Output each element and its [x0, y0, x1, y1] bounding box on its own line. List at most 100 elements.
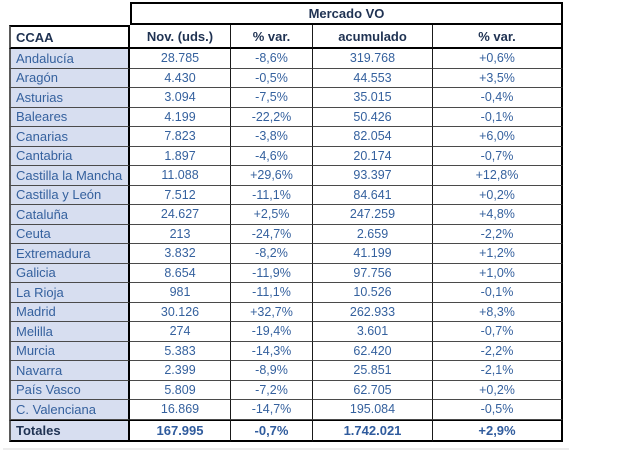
- table-row: Castilla la Mancha 11.088 +29,6% 93.397 …: [9, 166, 563, 186]
- var2-cell: +1,2%: [433, 244, 563, 264]
- acumulado-cell: 82.054: [313, 127, 433, 147]
- nov-cell: 2.399: [130, 361, 231, 381]
- var1-cell: +2,5%: [231, 205, 313, 225]
- acumulado-cell: 195.084: [313, 400, 433, 420]
- totals-var1: -0,7%: [231, 419, 313, 442]
- table-row: Extremadura 3.832 -8,2% 41.199 +1,2%: [9, 244, 563, 264]
- table-row: Aragón 4.430 -0,5% 44.553 +3,5%: [9, 68, 563, 88]
- var2-cell: +0,2%: [433, 185, 563, 205]
- header-var2: % var.: [433, 25, 563, 49]
- table-row: Navarra 2.399 -8,9% 25.851 -2,1%: [9, 361, 563, 381]
- totals-nov: 167.995: [130, 419, 231, 442]
- table-title: Mercado VO: [130, 2, 563, 25]
- acumulado-cell: 93.397: [313, 166, 433, 186]
- acumulado-cell: 20.174: [313, 146, 433, 166]
- var2-cell: -2,2%: [433, 224, 563, 244]
- var1-cell: -19,4%: [231, 322, 313, 342]
- header-var1: % var.: [231, 25, 313, 49]
- table-row: Galicia 8.654 -11,9% 97.756 +1,0%: [9, 263, 563, 283]
- ccaa-cell: Castilla la Mancha: [9, 166, 130, 186]
- ccaa-cell: Asturias: [9, 88, 130, 108]
- acumulado-cell: 10.526: [313, 283, 433, 303]
- var2-cell: -0,7%: [433, 322, 563, 342]
- nov-cell: 5.809: [130, 380, 231, 400]
- acumulado-cell: 2.659: [313, 224, 433, 244]
- var1-cell: -8,6%: [231, 49, 313, 69]
- var2-cell: -0,7%: [433, 146, 563, 166]
- acumulado-cell: 62.420: [313, 341, 433, 361]
- var1-cell: -14,3%: [231, 341, 313, 361]
- ccaa-cell: Murcia: [9, 341, 130, 361]
- acumulado-cell: 84.641: [313, 185, 433, 205]
- table-row: La Rioja 981 -11,1% 10.526 -0,1%: [9, 283, 563, 303]
- acumulado-cell: 50.426: [313, 107, 433, 127]
- table-row: Ceuta 213 -24,7% 2.659 -2,2%: [9, 224, 563, 244]
- ccaa-cell: C. Valenciana: [9, 400, 130, 420]
- nov-cell: 3.832: [130, 244, 231, 264]
- ccaa-cell: Cataluña: [9, 205, 130, 225]
- var1-cell: -11,1%: [231, 283, 313, 303]
- var1-cell: -0,5%: [231, 68, 313, 88]
- var1-cell: -22,2%: [231, 107, 313, 127]
- var1-cell: -8,2%: [231, 244, 313, 264]
- table-row: C. Valenciana 16.869 -14,7% 195.084 -0,5…: [9, 400, 563, 420]
- table-row: Cataluña 24.627 +2,5% 247.259 +4,8%: [9, 205, 563, 225]
- table-row: Murcia 5.383 -14,3% 62.420 -2,2%: [9, 341, 563, 361]
- table-row: Madrid 30.126 +32,7% 262.933 +8,3%: [9, 302, 563, 322]
- var2-cell: -0,5%: [433, 400, 563, 420]
- acumulado-cell: 44.553: [313, 68, 433, 88]
- table-row: Cantabria 1.897 -4,6% 20.174 -0,7%: [9, 146, 563, 166]
- var1-cell: -24,7%: [231, 224, 313, 244]
- totals-label: Totales: [9, 419, 130, 442]
- table-row: Baleares 4.199 -22,2% 50.426 -0,1%: [9, 107, 563, 127]
- ccaa-cell: Andalucía: [9, 49, 130, 69]
- table-row: País Vasco 5.809 -7,2% 62.705 +0,2%: [9, 380, 563, 400]
- var1-cell: +32,7%: [231, 302, 313, 322]
- var1-cell: -11,9%: [231, 263, 313, 283]
- table-shadow-line: [3, 448, 569, 450]
- acumulado-cell: 262.933: [313, 302, 433, 322]
- ccaa-cell: Navarra: [9, 361, 130, 381]
- var2-cell: +6,0%: [433, 127, 563, 147]
- totals-row: Totales 167.995 -0,7% 1.742.021 +2,9%: [9, 419, 563, 442]
- var2-cell: +0,6%: [433, 49, 563, 69]
- var2-cell: -0,4%: [433, 88, 563, 108]
- mercado-vo-table: Mercado VO CCAA Nov. (uds.) % var. acumu…: [9, 2, 563, 442]
- table-body: Andalucía 28.785 -8,6% 319.768 +0,6% Ara…: [9, 49, 563, 420]
- nov-cell: 5.383: [130, 341, 231, 361]
- acumulado-cell: 62.705: [313, 380, 433, 400]
- acumulado-cell: 3.601: [313, 322, 433, 342]
- header-acumulado: acumulado: [313, 25, 433, 49]
- nov-cell: 3.094: [130, 88, 231, 108]
- ccaa-cell: Galicia: [9, 263, 130, 283]
- var1-cell: -4,6%: [231, 146, 313, 166]
- ccaa-cell: Aragón: [9, 68, 130, 88]
- table-row: Canarias 7.823 -3,8% 82.054 +6,0%: [9, 127, 563, 147]
- var1-cell: -7,5%: [231, 88, 313, 108]
- nov-cell: 1.897: [130, 146, 231, 166]
- table-title-row: Mercado VO: [9, 2, 563, 25]
- ccaa-cell: Extremadura: [9, 244, 130, 264]
- nov-cell: 981: [130, 283, 231, 303]
- var2-cell: -2,2%: [433, 341, 563, 361]
- var2-cell: +12,8%: [433, 166, 563, 186]
- nov-cell: 213: [130, 224, 231, 244]
- ccaa-cell: La Rioja: [9, 283, 130, 303]
- var2-cell: -0,1%: [433, 107, 563, 127]
- var2-cell: +8,3%: [433, 302, 563, 322]
- title-spacer: [9, 2, 130, 25]
- nov-cell: 8.654: [130, 263, 231, 283]
- totals-acumulado: 1.742.021: [313, 419, 433, 442]
- ccaa-cell: Cantabria: [9, 146, 130, 166]
- var2-cell: +3,5%: [433, 68, 563, 88]
- acumulado-cell: 35.015: [313, 88, 433, 108]
- table-header-row: CCAA Nov. (uds.) % var. acumulado % var.: [9, 25, 563, 49]
- table-row: Andalucía 28.785 -8,6% 319.768 +0,6%: [9, 49, 563, 69]
- var1-cell: -11,1%: [231, 185, 313, 205]
- ccaa-cell: Melilla: [9, 322, 130, 342]
- nov-cell: 30.126: [130, 302, 231, 322]
- nov-cell: 4.199: [130, 107, 231, 127]
- nov-cell: 24.627: [130, 205, 231, 225]
- ccaa-cell: Madrid: [9, 302, 130, 322]
